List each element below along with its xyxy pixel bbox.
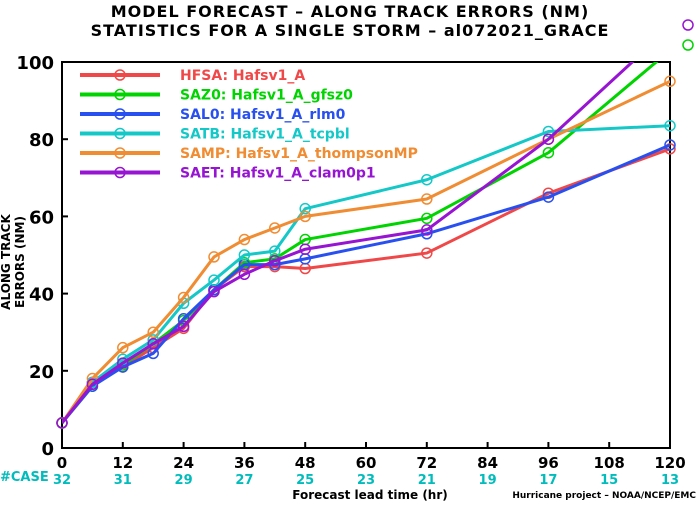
x-tick-label: 12 [112,454,133,472]
series-point [299,202,311,215]
legend-label: SAET: Hafsv1_A_clam0p1 [180,166,376,182]
series-point [147,326,159,338]
case-label: #CASE [0,470,49,485]
legend-label: SATB: Hafsv1_A_tcpbl [180,127,350,143]
chart-title: MODEL FORECAST – ALONG TRACK ERRORS (NM) [110,2,590,21]
series-line [62,143,670,424]
case-count: 25 [296,473,314,488]
legend-marker [114,166,126,179]
legend-label: SAL0: Hafsv1_A_rlm0 [180,107,346,123]
case-count: 32 [53,473,71,488]
series-point [177,291,190,304]
series-line [62,79,670,424]
legend-label: SAZ0: Hafsv1_A_gfsz0 [180,88,353,104]
y-tick-label: 80 [29,130,54,151]
series-point [208,274,220,286]
series-point [177,320,190,333]
series-point [421,247,433,259]
plot-frame [61,61,671,449]
x-tick-label: 24 [173,454,194,472]
legend-label: SAMP: Hafsv1_A_thompsonMP [180,146,418,162]
series-line [62,62,659,424]
series-point [664,139,676,151]
x-tick-label: 120 [654,454,685,472]
series-point [86,378,99,391]
legend-label: HFSA: Hafsv1_A [180,68,305,84]
case-count: 21 [418,473,436,488]
y-tick-label: 0 [41,439,54,460]
series-line [62,62,635,424]
series-point [421,212,433,225]
series-point [664,143,676,155]
series-point [208,285,220,298]
series-point [421,224,433,236]
series-point [238,268,251,281]
offscreen-marker [682,39,694,51]
series-point [117,341,129,354]
x-axis-label: Forecast lead time (hr) [292,488,448,502]
chart-subtitle: STATISTICS FOR A SINGLE STORM – al072021… [90,21,610,40]
x-tick-label: 48 [295,454,316,472]
series-point [664,75,676,88]
case-count: 27 [235,473,253,488]
credit-note: Hurricane project – NOAA/NCEP/EMC [512,491,696,501]
series-point [117,357,129,369]
case-count: 17 [539,473,557,488]
x-tick-label: 72 [416,454,437,472]
case-count: 29 [175,473,193,488]
series-point [542,191,555,203]
case-count: 13 [661,473,679,488]
legend-marker [114,88,126,101]
y-tick-label: 20 [29,362,54,383]
series-line [62,147,670,424]
series-point [421,193,433,205]
series-point [664,119,676,132]
case-count: 31 [114,473,132,488]
series-point [542,133,555,145]
x-tick-label: 108 [594,454,625,472]
x-tick-label: 84 [477,454,498,472]
x-tick-label: 36 [234,454,255,472]
series-point [299,243,311,255]
legend-marker [114,127,126,140]
x-tick-label: 96 [538,454,559,472]
case-count: 19 [479,473,497,488]
legend-marker [114,147,126,159]
case-count: 15 [600,473,618,488]
series-point [299,210,311,223]
series-point [56,417,68,429]
y-tick-label: 40 [29,285,54,306]
legend-marker [114,69,126,81]
y-tick-label: 100 [16,53,54,74]
series-point [238,249,251,261]
series-point [269,255,281,267]
series-point [542,146,555,159]
series-point [269,222,281,234]
case-count: 23 [357,473,375,488]
series-point [238,233,251,246]
series-point [208,251,220,263]
series-point [542,125,555,138]
x-tick-label: 0 [57,454,67,472]
x-tick-label: 60 [356,454,377,472]
offscreen-marker [682,19,694,31]
y-tick-label: 60 [29,207,54,228]
series-point [147,338,159,350]
series-point [421,173,433,186]
legend-marker [114,108,126,120]
